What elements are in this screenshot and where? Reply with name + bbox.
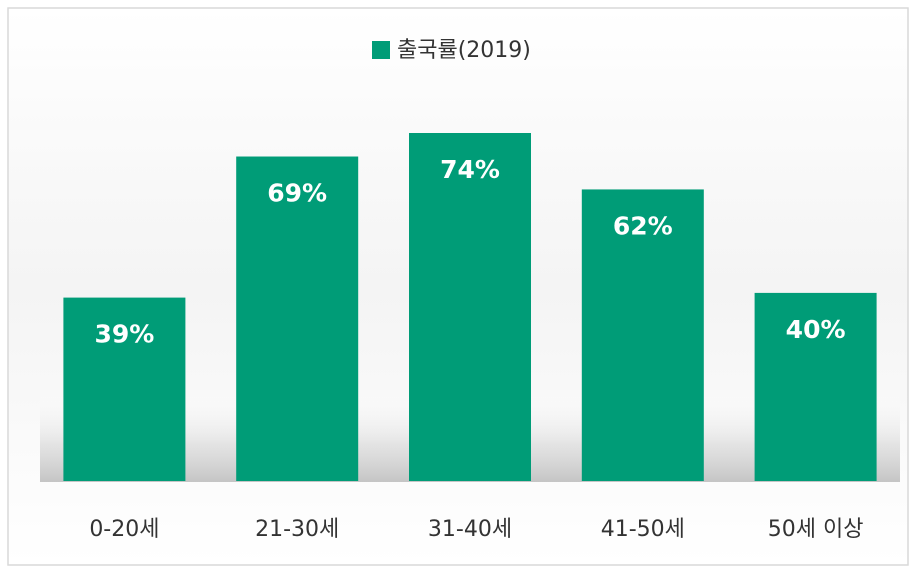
x-tick-label: 0-20세 <box>89 517 159 542</box>
bar <box>63 297 186 481</box>
data-label: 69% <box>267 179 327 208</box>
plot-area: 39% 0-20세 69% 21-30세 74% 31-40세 62% 41-50세 40% 50… <box>63 133 877 542</box>
x-tick-label: 41-50세 <box>601 517 685 542</box>
bar <box>409 133 531 481</box>
data-label: 40% <box>786 315 846 344</box>
legend-swatch <box>372 41 390 59</box>
legend-label: 출국률(2019) <box>397 38 531 63</box>
bar <box>581 189 704 481</box>
data-label: 62% <box>613 211 673 240</box>
bar <box>754 292 877 481</box>
data-label: 74% <box>440 155 500 184</box>
x-tick-label: 50세 이상 <box>768 517 864 542</box>
x-tick-label: 31-40세 <box>428 517 512 542</box>
bar <box>236 156 359 481</box>
data-label: 39% <box>94 320 154 349</box>
legend: 출국률(2019) <box>372 38 531 63</box>
x-tick-label: 21-30세 <box>255 517 339 542</box>
